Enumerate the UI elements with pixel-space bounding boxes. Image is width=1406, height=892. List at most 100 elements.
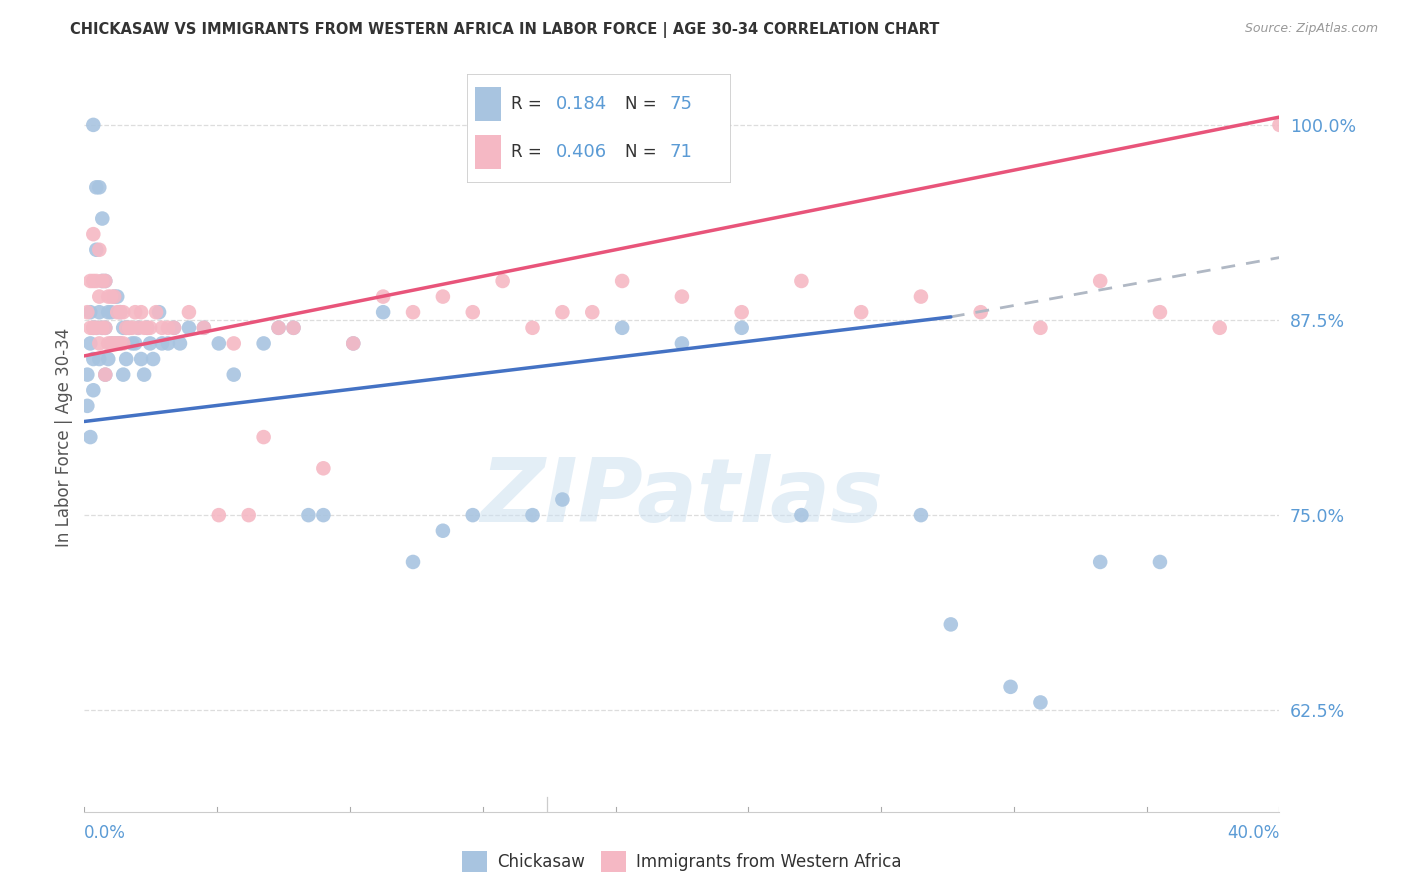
Point (82, 384, 104, 398)
Point (103, 290, 125, 304)
Point (89, 290, 111, 304)
Point (91, 274, 114, 288)
Point (283, 321, 305, 335)
Point (112, 368, 135, 382)
Point (731, 321, 754, 335)
Point (177, 305, 200, 319)
Point (136, 321, 159, 335)
Point (89, 243, 111, 257)
Point (132, 368, 156, 382)
Point (222, 336, 245, 351)
Text: Source: ZipAtlas.com: Source: ZipAtlas.com (1244, 22, 1378, 36)
Point (432, 290, 454, 304)
Point (115, 321, 138, 335)
Point (129, 305, 152, 319)
Point (110, 336, 132, 351)
Point (208, 508, 231, 523)
Point (163, 321, 186, 335)
Point (145, 305, 167, 319)
Point (82, 118, 104, 132)
Point (103, 290, 125, 304)
Point (115, 321, 138, 335)
Point (127, 321, 149, 335)
Point (671, 336, 693, 351)
Point (97, 290, 120, 304)
Point (253, 430, 276, 444)
Point (121, 321, 143, 335)
Y-axis label: In Labor Force | Age 30-34: In Labor Force | Age 30-34 (55, 327, 73, 547)
Point (89, 352, 111, 367)
Point (253, 336, 276, 351)
Text: ZIPatlas: ZIPatlas (481, 453, 883, 541)
Point (157, 321, 180, 335)
Point (312, 461, 335, 475)
Point (1268, 118, 1291, 132)
Point (283, 321, 305, 335)
Point (110, 305, 132, 319)
Point (89, 336, 111, 351)
Point (163, 321, 186, 335)
Point (86, 180, 108, 194)
Point (76, 368, 98, 382)
Point (139, 336, 162, 351)
Point (103, 336, 125, 351)
Point (208, 336, 231, 351)
Point (79, 321, 101, 335)
Point (150, 336, 173, 351)
Point (522, 508, 544, 523)
Point (129, 352, 152, 367)
Point (100, 305, 122, 319)
Point (169, 336, 191, 351)
Point (82, 274, 104, 288)
Point (112, 336, 135, 351)
Point (89, 180, 111, 194)
Legend: Chickasaw, Immigrants from Western Africa: Chickasaw, Immigrants from Western Afric… (456, 845, 908, 879)
Point (671, 290, 693, 304)
Point (222, 368, 245, 382)
Point (1209, 321, 1232, 335)
Point (612, 321, 634, 335)
Point (94, 274, 117, 288)
Point (157, 336, 180, 351)
Point (76, 305, 98, 319)
Point (193, 321, 215, 335)
Point (731, 305, 754, 319)
Point (105, 305, 128, 319)
Point (193, 321, 215, 335)
Point (112, 321, 135, 335)
Point (82, 227, 104, 242)
Point (910, 290, 932, 304)
Point (522, 321, 544, 335)
Point (91, 211, 114, 226)
Point (79, 430, 101, 444)
Point (97, 305, 120, 319)
Point (297, 508, 319, 523)
Point (91, 274, 114, 288)
Point (910, 508, 932, 523)
Point (970, 305, 993, 319)
Point (127, 321, 149, 335)
Point (118, 321, 141, 335)
Point (97, 352, 120, 367)
Text: 0.0%: 0.0% (84, 824, 127, 842)
Point (267, 321, 290, 335)
Point (142, 352, 165, 367)
Point (86, 274, 108, 288)
Point (581, 305, 603, 319)
Point (342, 336, 364, 351)
Point (1149, 555, 1171, 569)
Point (105, 290, 128, 304)
Point (461, 305, 484, 319)
Point (373, 305, 395, 319)
Point (1090, 274, 1112, 288)
Point (402, 305, 425, 319)
Point (124, 305, 146, 319)
Point (373, 290, 395, 304)
Point (94, 274, 117, 288)
Point (939, 617, 962, 632)
Point (402, 555, 425, 569)
Point (790, 508, 813, 523)
Point (1090, 555, 1112, 569)
Point (267, 321, 290, 335)
Point (89, 305, 111, 319)
